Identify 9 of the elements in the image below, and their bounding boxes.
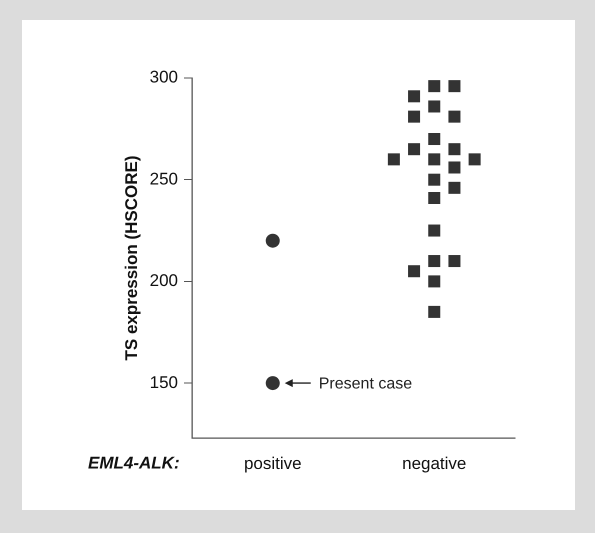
y-tick-label: 250 xyxy=(150,169,178,188)
annotation: Present case xyxy=(318,375,412,392)
y-axis-title: TS expression (HSCORE) xyxy=(122,156,141,360)
x-axis-title: EML4-ALK: xyxy=(88,454,180,473)
y-tick-label: 300 xyxy=(150,68,178,87)
y-tick-label: 200 xyxy=(150,271,178,290)
x-tick-label: negative xyxy=(402,454,466,473)
x-tick-label: positive xyxy=(244,454,302,473)
y-tick-label: 150 xyxy=(150,372,178,392)
